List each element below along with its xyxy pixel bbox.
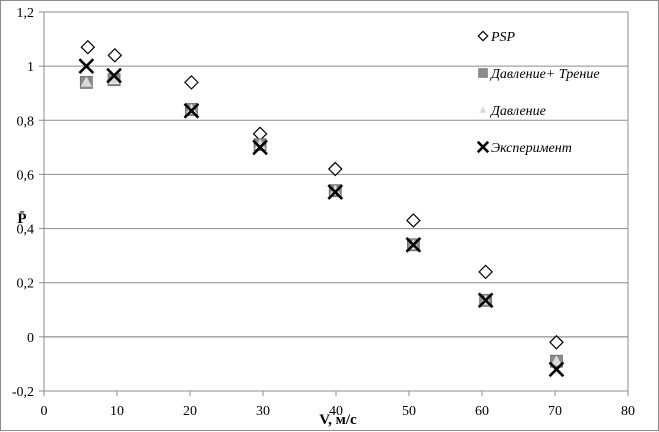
y-tick-label: 1,2 — [17, 6, 35, 21]
y-axis-title: P̄ — [17, 211, 26, 227]
legend-label: PSP — [490, 30, 516, 45]
x-tick-label: 30 — [256, 404, 270, 419]
data-point-triangle — [550, 355, 562, 366]
legend-label: Давление+ Трение — [489, 67, 600, 82]
legend-label: Давление — [489, 104, 546, 119]
data-point-diamond-open — [406, 213, 421, 228]
x-axis-title: V, м/с — [319, 412, 357, 428]
x-tick-label: 60 — [475, 404, 489, 419]
data-point-x — [106, 67, 122, 84]
x-tick-label: 40 — [329, 404, 343, 419]
data-point-x — [183, 102, 200, 119]
y-tick-label: -0,2 — [12, 385, 34, 400]
y-tick-label: 0,6 — [17, 168, 35, 183]
x-tick-label: 50 — [402, 404, 416, 419]
y-tick-label: 0 — [27, 331, 34, 346]
x-tick-label: 10 — [110, 404, 124, 419]
legend-marker-diamond-open — [477, 30, 489, 42]
y-tick-label: 0,8 — [17, 114, 35, 129]
legend-marker-x — [476, 140, 490, 154]
y-tick-label: 1 — [27, 60, 34, 75]
data-point-x — [252, 139, 268, 156]
data-point-x — [78, 58, 95, 74]
x-tick-label: 0 — [41, 404, 48, 419]
data-point-x — [548, 361, 565, 378]
y-tick-label: 0,2 — [17, 277, 35, 292]
x-tick-label: 70 — [548, 404, 562, 419]
x-tick-label: 80 — [621, 404, 635, 419]
legend-label: Эксперимент — [491, 141, 572, 156]
data-point-diamond-open — [478, 264, 493, 280]
data-point-x — [477, 292, 494, 309]
data-point-diamond-open — [327, 161, 343, 177]
data-point-triangle — [80, 76, 92, 87]
data-point-x — [327, 184, 344, 200]
legend-marker-square — [478, 68, 488, 78]
data-point-diamond-open — [549, 334, 564, 350]
data-point-diamond-open — [184, 75, 199, 90]
legend-marker-triangle — [478, 105, 488, 114]
data-point-diamond-open — [80, 39, 96, 55]
y-tick-label: 0,4 — [17, 223, 35, 238]
data-point-x — [405, 236, 422, 253]
data-point-diamond-open — [107, 47, 123, 63]
x-tick-label: 20 — [183, 404, 197, 419]
